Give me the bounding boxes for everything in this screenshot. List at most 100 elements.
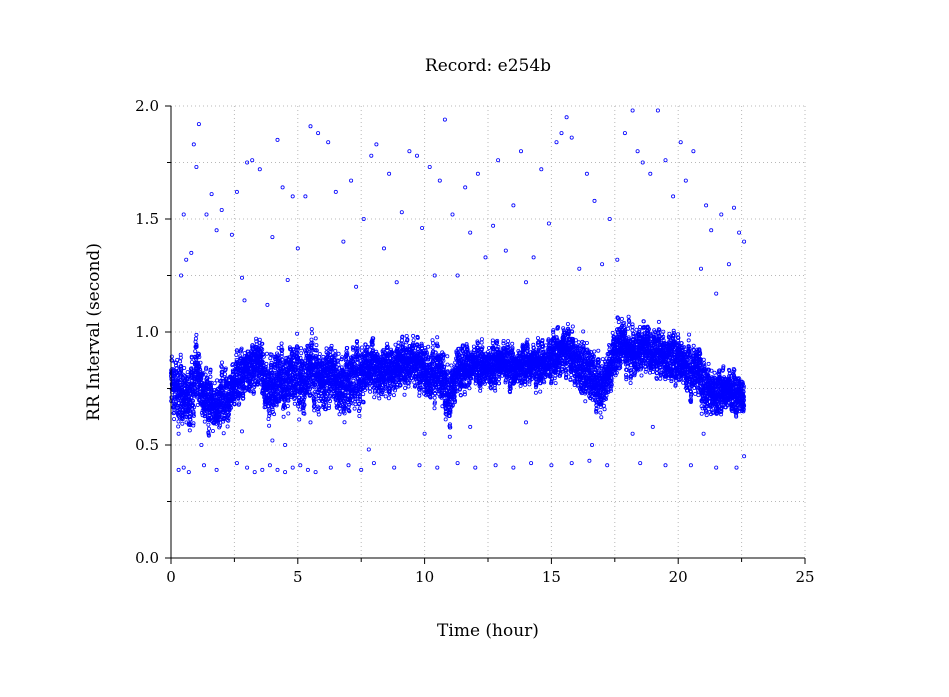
data-point bbox=[279, 341, 284, 346]
data-point bbox=[191, 421, 196, 426]
data-point bbox=[193, 349, 198, 354]
data-point bbox=[197, 364, 202, 369]
scatter-points bbox=[168, 108, 747, 475]
data-point bbox=[286, 411, 291, 416]
data-point bbox=[281, 414, 286, 419]
data-point bbox=[197, 354, 202, 359]
data-point bbox=[383, 388, 388, 393]
data-point bbox=[215, 420, 220, 425]
data-point bbox=[268, 356, 273, 361]
data-point bbox=[445, 354, 450, 359]
data-point bbox=[176, 424, 181, 429]
data-point bbox=[218, 414, 223, 419]
data-point bbox=[297, 407, 302, 412]
data-point bbox=[297, 417, 302, 422]
data-point bbox=[206, 426, 211, 431]
data-point bbox=[402, 392, 407, 397]
data-point bbox=[189, 366, 194, 371]
data-point bbox=[312, 408, 317, 413]
data-point bbox=[266, 416, 271, 421]
data-point bbox=[391, 393, 396, 398]
data-point bbox=[172, 410, 177, 415]
data-point bbox=[237, 401, 242, 406]
data-point bbox=[188, 417, 193, 422]
data-point bbox=[221, 431, 226, 436]
data-point bbox=[372, 395, 377, 400]
data-point bbox=[171, 411, 176, 416]
data-point bbox=[295, 331, 300, 336]
data-point bbox=[169, 390, 174, 395]
data-point bbox=[224, 377, 229, 382]
grid-lines bbox=[171, 105, 806, 558]
data-point bbox=[192, 392, 197, 397]
data-point bbox=[317, 351, 322, 356]
data-point bbox=[432, 406, 437, 411]
data-point bbox=[404, 333, 409, 338]
data-point bbox=[204, 365, 209, 370]
data-point bbox=[238, 354, 243, 359]
data-point bbox=[309, 337, 314, 342]
data-point bbox=[206, 415, 211, 420]
data-point bbox=[299, 351, 304, 356]
data-point bbox=[222, 372, 227, 377]
data-point bbox=[190, 398, 195, 403]
data-point bbox=[241, 391, 246, 396]
data-point bbox=[467, 386, 472, 391]
data-point bbox=[292, 401, 297, 406]
data-point bbox=[435, 335, 440, 340]
data-point bbox=[219, 360, 224, 365]
data-point bbox=[361, 392, 366, 397]
data-point bbox=[447, 434, 452, 439]
data-point bbox=[267, 423, 272, 428]
data-point bbox=[179, 371, 184, 376]
data-point bbox=[264, 351, 269, 356]
data-point bbox=[443, 417, 448, 422]
data-point bbox=[226, 418, 231, 423]
data-point bbox=[169, 354, 174, 359]
data-point bbox=[336, 351, 341, 356]
data-point bbox=[352, 406, 357, 411]
data-point bbox=[174, 366, 179, 371]
data-point bbox=[212, 381, 217, 386]
data-point bbox=[411, 338, 416, 343]
data-point bbox=[192, 405, 197, 410]
data-point bbox=[239, 346, 244, 351]
data-point bbox=[198, 377, 203, 382]
data-point bbox=[445, 362, 450, 367]
data-point bbox=[386, 396, 391, 401]
data-point bbox=[189, 360, 194, 365]
data-point bbox=[368, 389, 373, 394]
data-point bbox=[411, 333, 416, 338]
data-point bbox=[198, 360, 203, 365]
data-point bbox=[203, 412, 208, 417]
data-point bbox=[313, 336, 318, 341]
data-point bbox=[220, 378, 225, 383]
data-point bbox=[226, 416, 231, 421]
data-point bbox=[172, 417, 177, 422]
data-point bbox=[178, 359, 183, 364]
data-point bbox=[180, 421, 185, 426]
data-point bbox=[203, 372, 208, 377]
data-point bbox=[187, 428, 192, 433]
data-point bbox=[326, 403, 331, 408]
data-point bbox=[229, 405, 234, 410]
data-point bbox=[232, 402, 237, 407]
data-point bbox=[426, 344, 431, 349]
data-point bbox=[225, 424, 230, 429]
data-point bbox=[191, 423, 196, 428]
data-point bbox=[336, 362, 341, 367]
data-point bbox=[406, 384, 411, 389]
data-point bbox=[194, 332, 199, 337]
data-point bbox=[432, 395, 437, 400]
data-point bbox=[194, 344, 199, 349]
data-point bbox=[202, 419, 207, 424]
data-point bbox=[210, 428, 215, 433]
data-point bbox=[234, 352, 239, 357]
data-point bbox=[188, 414, 193, 419]
data-point bbox=[182, 365, 187, 370]
data-point bbox=[226, 412, 231, 417]
data-point bbox=[208, 367, 213, 372]
data-point bbox=[194, 343, 199, 348]
data-point bbox=[187, 409, 192, 414]
